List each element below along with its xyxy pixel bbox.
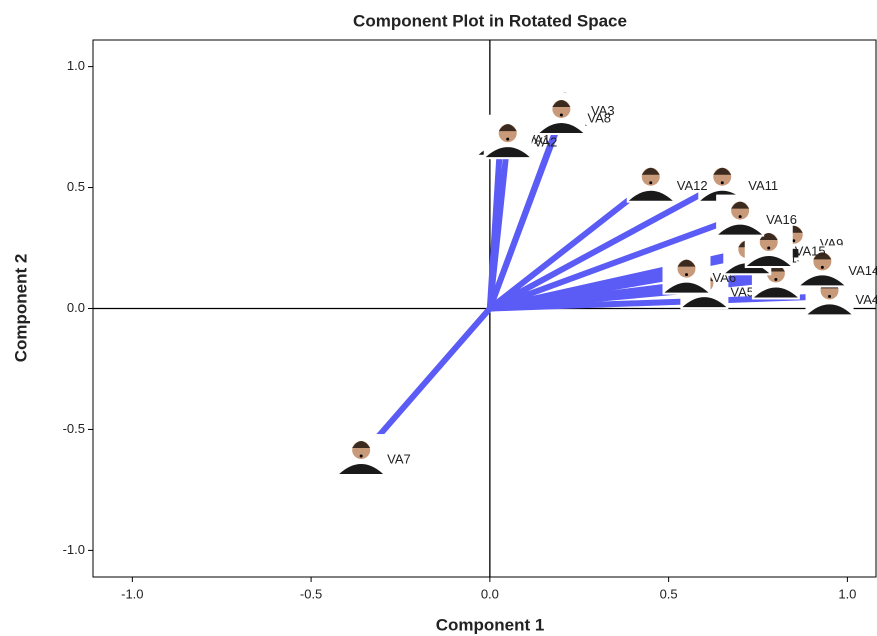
point-label: VA1 [527, 132, 551, 147]
point-label: VA12 [677, 178, 708, 193]
point [738, 215, 742, 219]
y-axis-label: Component 2 [11, 254, 30, 363]
y-tick-label: 0.5 [67, 179, 85, 194]
point-label: VA15 [795, 243, 826, 258]
face-icon [539, 122, 584, 133]
point-label: VA5 [730, 285, 754, 300]
y-tick-label: -0.5 [63, 421, 85, 436]
point [774, 277, 778, 281]
point-label: VA7 [387, 451, 411, 466]
point [720, 181, 724, 185]
y-tick-label: -1.0 [63, 542, 85, 557]
x-tick-label: 0.5 [660, 586, 678, 601]
loading-vector [486, 111, 565, 312]
loading-vector [486, 245, 772, 312]
point [359, 454, 363, 458]
y-tick-label: 1.0 [67, 58, 85, 73]
point [685, 273, 689, 277]
face-icon [339, 464, 384, 475]
face-icon [552, 99, 571, 107]
point [792, 239, 796, 243]
loading-vector [486, 213, 744, 312]
point [820, 265, 824, 269]
loading-vector [486, 136, 511, 312]
y-tick-label: 0.0 [67, 300, 85, 315]
face-icon [813, 252, 832, 260]
point [649, 181, 653, 185]
point [767, 246, 771, 250]
x-tick-label: 1.0 [838, 586, 856, 601]
x-axis-label: Component 1 [436, 615, 545, 634]
point-label: VA8 [587, 110, 611, 125]
point [506, 137, 510, 141]
point-label: VA3 [591, 103, 615, 118]
point-label: VA11 [748, 178, 778, 193]
point-label: VA2 [534, 135, 558, 150]
face-icon [485, 147, 530, 158]
face-icon [682, 297, 727, 308]
face-icon [664, 282, 709, 293]
point [559, 113, 563, 117]
chart-title: Component Plot in Rotated Space [353, 11, 627, 30]
x-tick-label: 0.0 [481, 586, 499, 601]
face-icon [746, 256, 791, 267]
loading-vector [486, 179, 654, 312]
face-icon [753, 287, 798, 298]
point [828, 294, 832, 298]
x-tick-label: -1.0 [121, 586, 143, 601]
face-icon [628, 190, 673, 201]
point-label: VA14 [848, 263, 877, 278]
loading-vector [486, 179, 726, 312]
face-icon [718, 224, 763, 235]
x-tick-label: -0.5 [300, 586, 322, 601]
face-icon [352, 441, 371, 449]
face-icon [713, 167, 732, 175]
face-icon [759, 233, 778, 241]
face-icon [498, 124, 517, 132]
loading-vector [358, 305, 493, 460]
face-icon [641, 167, 660, 175]
face-icon [677, 259, 696, 267]
face-icon [731, 201, 750, 209]
point-label: VA16 [766, 212, 797, 227]
face-icon [800, 275, 845, 286]
face-icon [807, 304, 852, 315]
point-label: VA4 [856, 292, 877, 307]
